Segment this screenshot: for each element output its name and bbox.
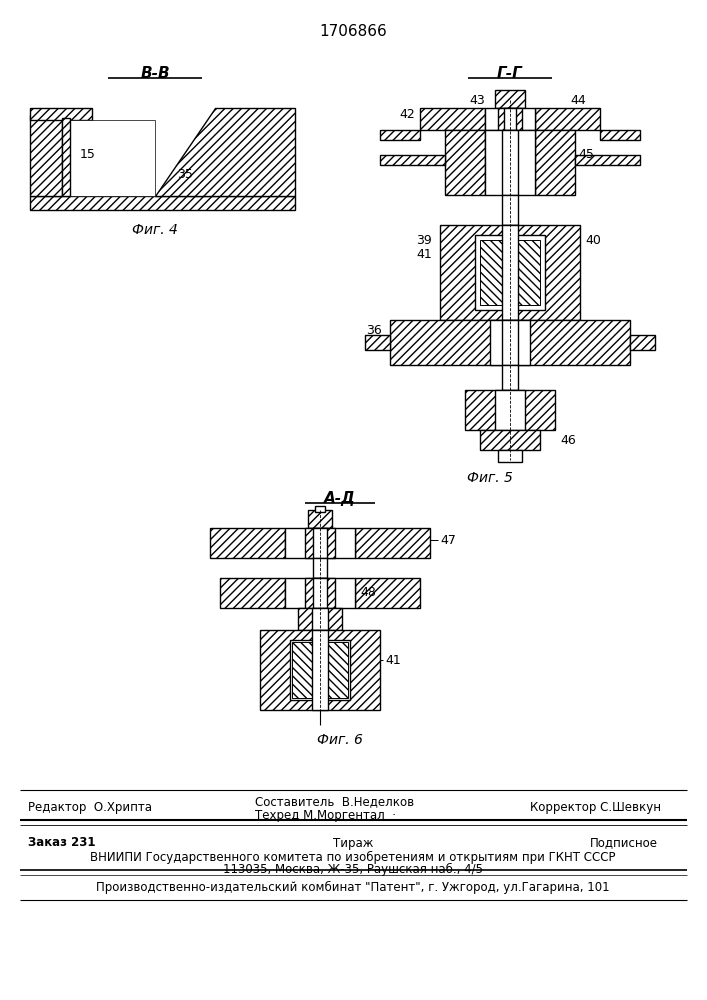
Bar — [390, 320, 630, 365]
Text: Техред М.Моргентал  ·: Техред М.Моргентал · — [255, 808, 396, 822]
Text: 43: 43 — [469, 94, 485, 106]
Text: А-Д: А-Д — [324, 490, 356, 506]
Bar — [313, 528, 327, 558]
Text: 1706866: 1706866 — [319, 24, 387, 39]
Bar — [440, 225, 580, 320]
Bar — [480, 240, 505, 305]
Bar — [502, 320, 518, 365]
Text: 47: 47 — [440, 534, 456, 546]
Bar — [260, 630, 380, 710]
Bar — [298, 608, 342, 630]
Bar — [380, 130, 420, 140]
Bar — [292, 642, 316, 698]
Bar — [495, 90, 525, 108]
Bar — [380, 155, 445, 165]
Bar — [504, 108, 516, 130]
Text: 42: 42 — [399, 108, 415, 121]
Text: Составитель  В.Неделков: Составитель В.Неделков — [255, 796, 414, 808]
Bar — [535, 130, 575, 195]
Bar — [498, 450, 522, 462]
Bar — [30, 108, 92, 120]
Text: 40: 40 — [585, 233, 601, 246]
Bar — [305, 528, 335, 558]
Bar — [62, 120, 155, 196]
Bar — [312, 608, 328, 630]
Text: Редактор  О.Хрипта: Редактор О.Хрипта — [28, 802, 152, 814]
Text: 46: 46 — [560, 434, 575, 446]
Bar — [30, 196, 295, 210]
Bar — [315, 506, 325, 512]
Bar — [355, 528, 430, 558]
Bar — [62, 118, 70, 196]
Bar — [575, 155, 640, 165]
Bar — [498, 108, 522, 130]
Text: 39: 39 — [416, 233, 432, 246]
Bar — [365, 335, 390, 350]
Text: Г-Г: Г-Г — [497, 66, 523, 81]
Bar — [220, 578, 285, 608]
Polygon shape — [155, 108, 295, 196]
Bar — [285, 578, 355, 608]
Bar — [313, 558, 327, 578]
Text: Фиг. 4: Фиг. 4 — [132, 223, 178, 237]
Text: В-В: В-В — [140, 66, 170, 81]
Bar — [324, 642, 348, 698]
Bar — [502, 365, 518, 390]
Text: Корректор С.Шевкун: Корректор С.Шевкун — [530, 802, 661, 814]
Text: 45: 45 — [578, 148, 594, 161]
Bar — [308, 510, 332, 528]
Text: 44: 44 — [570, 94, 586, 106]
Text: 41: 41 — [385, 654, 401, 666]
Bar — [480, 430, 540, 450]
Bar — [515, 240, 540, 305]
Text: Тираж: Тираж — [333, 836, 373, 850]
Bar — [600, 130, 640, 140]
Text: Подписное: Подписное — [590, 836, 658, 850]
Bar — [312, 630, 328, 710]
Text: Производственно-издательский комбинат "Патент", г. Ужгород, ул.Гагарина, 101: Производственно-издательский комбинат "П… — [96, 880, 610, 894]
Bar — [210, 528, 285, 558]
Bar — [30, 115, 62, 196]
Text: 41: 41 — [416, 248, 432, 261]
Text: 113035, Москва, Ж-35, Раушская наб., 4/5: 113035, Москва, Ж-35, Раушская наб., 4/5 — [223, 862, 483, 876]
Bar — [485, 130, 535, 195]
Text: 36: 36 — [366, 324, 382, 336]
Bar — [485, 108, 535, 130]
Text: ВНИИПИ Государственного комитета по изобретениям и открытиям при ГКНТ СССР: ВНИИПИ Государственного комитета по изоб… — [90, 850, 616, 864]
Text: 35: 35 — [177, 168, 193, 182]
Bar — [490, 320, 530, 365]
Bar — [465, 390, 555, 430]
Bar — [475, 235, 545, 310]
Bar — [535, 108, 600, 130]
Bar — [495, 390, 525, 430]
Bar — [305, 578, 335, 608]
Bar — [420, 108, 485, 130]
Text: Фиг. 6: Фиг. 6 — [317, 733, 363, 747]
Bar — [445, 130, 485, 195]
Bar — [502, 225, 518, 320]
Text: Фиг. 5: Фиг. 5 — [467, 471, 513, 485]
Bar — [290, 640, 350, 700]
Bar — [630, 335, 655, 350]
Bar — [313, 578, 327, 608]
Bar — [502, 130, 518, 195]
Bar — [355, 578, 420, 608]
Text: Заказ 231: Заказ 231 — [28, 836, 95, 850]
Bar — [502, 195, 518, 225]
Text: 15: 15 — [80, 148, 96, 161]
Bar — [285, 528, 355, 558]
Text: 48: 48 — [360, 585, 376, 598]
